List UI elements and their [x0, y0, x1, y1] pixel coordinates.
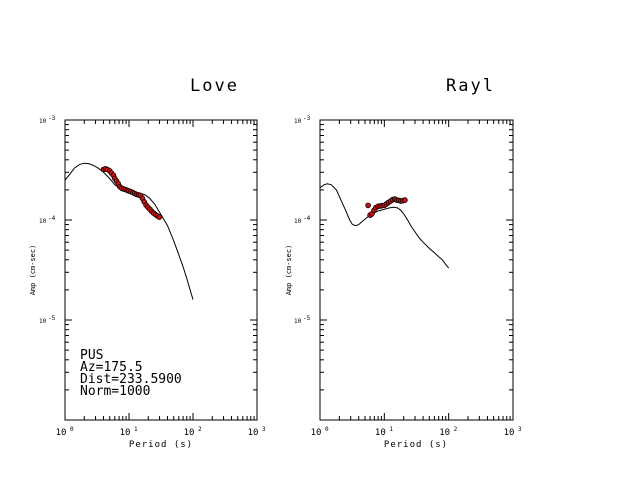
y-axis-label: Amp (cm-sec): [29, 245, 37, 296]
x-tick-exponent: 3: [518, 426, 522, 433]
model-curve: [64, 162, 194, 300]
y-axis-label: Amp (cm-sec): [285, 245, 293, 296]
plot-area: [64, 162, 194, 300]
x-tick-label: 10: [120, 428, 131, 438]
rayl-panel: Rayl 10 0 10 1 10 2 10 310 -310 -410 -5 Amp (cm-se…: [285, 76, 522, 450]
y-tick-exponent: -5: [48, 315, 56, 322]
x-tick-exponent: 1: [134, 426, 138, 433]
x-tick-label: 10: [504, 428, 515, 438]
plot-frame: [64, 119, 258, 421]
x-tick-label: 10: [184, 428, 195, 438]
chart-title: Rayl: [446, 76, 495, 96]
x-tick-exponent: 0: [325, 426, 329, 433]
annotation-line: Dist=233.5900: [80, 372, 182, 387]
y-tick-exponent: -3: [48, 115, 56, 122]
annotation-line: Norm=1000: [80, 384, 150, 399]
x-axis-label: Period (s): [384, 440, 448, 450]
y-tick-label: 10: [294, 318, 302, 325]
tick-labels: 10 0 10 1 10 2 10 310 -310 -410 -5: [39, 115, 266, 438]
data-point: [402, 197, 408, 203]
data-point: [156, 214, 163, 220]
y-tick-label: 10: [39, 218, 47, 225]
y-tick-exponent: -3: [303, 115, 311, 122]
x-tick-exponent: 1: [389, 426, 393, 433]
y-tick-exponent: -5: [303, 315, 311, 322]
tick-marks: [65, 120, 257, 420]
x-tick-label: 10: [439, 428, 450, 438]
plot-frame: [319, 119, 514, 421]
plot-area: [319, 183, 450, 269]
tick-labels: 10 0 10 1 10 2 10 310 -310 -410 -5: [294, 115, 522, 438]
x-tick-exponent: 2: [198, 426, 202, 433]
x-tick-label: 10: [375, 428, 386, 438]
x-tick-exponent: 3: [262, 426, 266, 433]
x-axis-label: Period (s): [129, 440, 193, 450]
y-tick-label: 10: [39, 318, 47, 325]
tick-marks: [320, 120, 513, 420]
x-tick-label: 10: [311, 428, 322, 438]
x-tick-exponent: 2: [454, 426, 458, 433]
station-annotation: PUS Az=175.5 Dist=233.5900 Norm=1000: [80, 348, 182, 399]
x-tick-label: 10: [248, 428, 259, 438]
y-tick-exponent: -4: [303, 215, 311, 222]
annotation-line: Az=175.5: [80, 360, 143, 375]
model-curve: [319, 183, 450, 269]
x-tick-exponent: 0: [70, 426, 74, 433]
y-tick-exponent: -4: [48, 215, 56, 222]
x-tick-label: 10: [56, 428, 67, 438]
love-panel: Love 10 0 10 1 10 2 10 310 -310 -410 -5 Amp (cm-se…: [29, 76, 266, 450]
chart-title: Love: [190, 76, 239, 96]
data-point: [365, 202, 371, 209]
y-tick-label: 10: [294, 218, 302, 225]
y-tick-label: 10: [39, 118, 47, 125]
annotation-line: PUS: [80, 348, 103, 363]
y-tick-label: 10: [294, 118, 302, 125]
